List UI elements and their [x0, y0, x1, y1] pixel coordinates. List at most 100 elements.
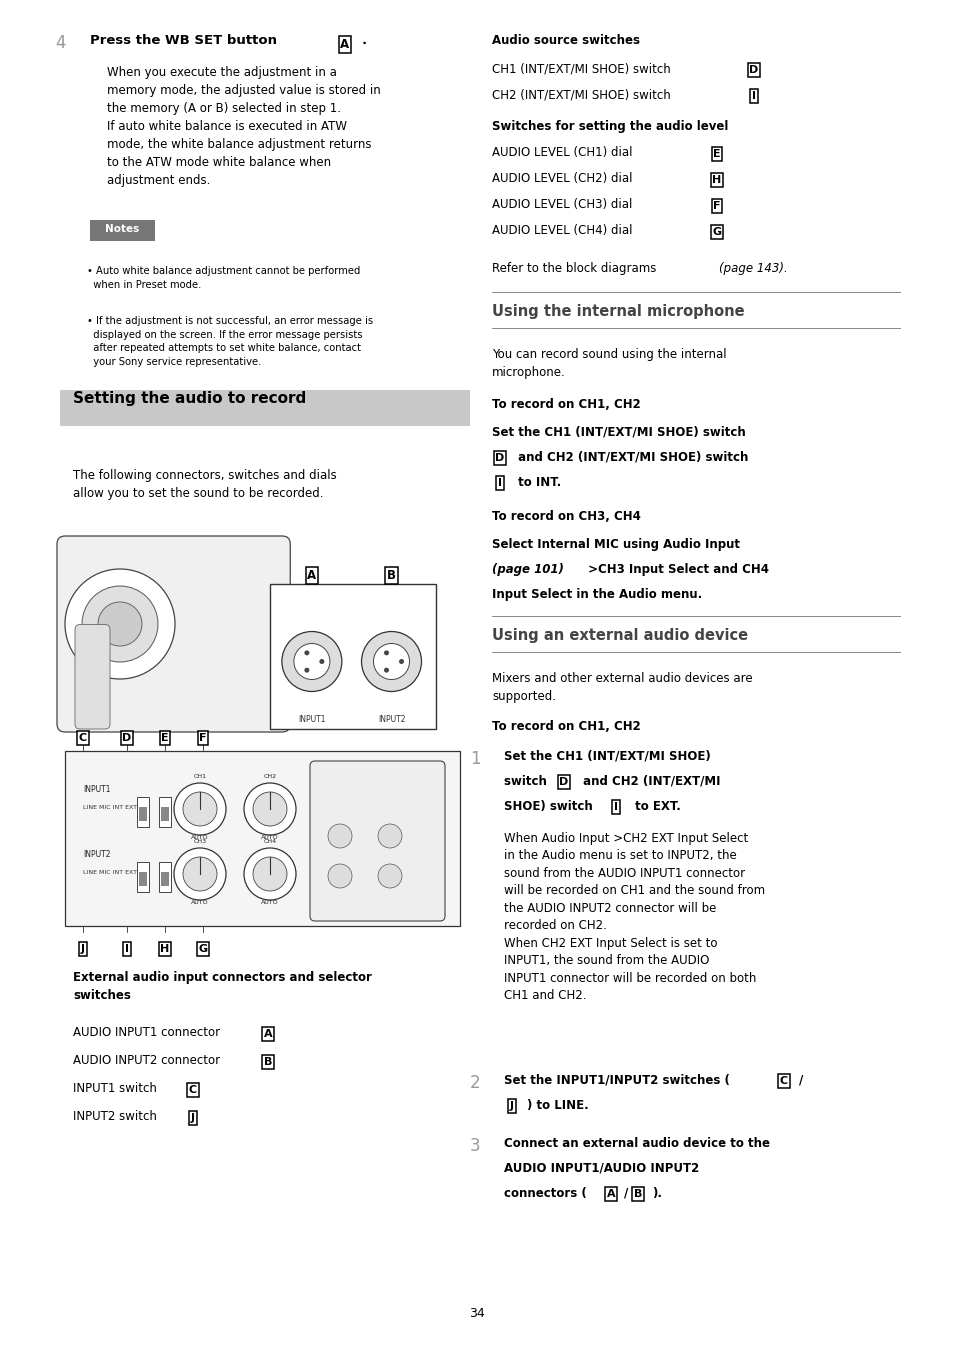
Text: B: B [633, 1188, 641, 1199]
Text: .: . [361, 34, 367, 47]
FancyBboxPatch shape [310, 761, 444, 921]
Text: F: F [199, 733, 207, 744]
Circle shape [384, 668, 389, 673]
Text: (page 143).: (page 143). [719, 262, 787, 274]
Text: AUDIO INPUT2 connector: AUDIO INPUT2 connector [73, 1055, 224, 1067]
Circle shape [253, 857, 287, 891]
Text: Switches for setting the audio level: Switches for setting the audio level [492, 120, 727, 132]
Text: CH4: CH4 [263, 840, 276, 844]
Text: AUTO: AUTO [191, 900, 209, 904]
Text: 4: 4 [55, 34, 66, 51]
Circle shape [244, 848, 295, 900]
Text: I: I [614, 802, 618, 813]
Text: CH1 (INT/EXT/MI SHOE) switch: CH1 (INT/EXT/MI SHOE) switch [492, 62, 670, 74]
Text: AUDIO INPUT1 connector: AUDIO INPUT1 connector [73, 1026, 224, 1038]
Bar [159, 863, 171, 892]
Circle shape [281, 631, 341, 691]
Text: 34: 34 [469, 1307, 484, 1320]
Text: I: I [125, 944, 129, 955]
Text: When you execute the adjustment in a
memory mode, the adjusted value is stored i: When you execute the adjustment in a mem… [107, 66, 380, 187]
Circle shape [294, 644, 330, 680]
Text: AUDIO INPUT1/AUDIO INPUT2: AUDIO INPUT1/AUDIO INPUT2 [503, 1161, 699, 1175]
Text: I: I [497, 479, 501, 488]
Text: Setting the audio to record: Setting the audio to record [73, 391, 306, 406]
Circle shape [253, 792, 287, 826]
Text: AUDIO LEVEL (CH2) dial: AUDIO LEVEL (CH2) dial [492, 172, 632, 185]
Text: AUDIO LEVEL (CH3) dial: AUDIO LEVEL (CH3) dial [492, 197, 632, 211]
Text: E: E [713, 149, 720, 160]
Circle shape [374, 644, 409, 680]
Text: Refer to the block diagrams: Refer to the block diagrams [492, 262, 659, 274]
Text: CH2 (INT/EXT/MI SHOE) switch: CH2 (INT/EXT/MI SHOE) switch [492, 88, 670, 101]
Text: Using the internal microphone: Using the internal microphone [492, 304, 744, 319]
Circle shape [319, 658, 324, 664]
Bar [139, 872, 147, 886]
Text: Notes: Notes [105, 224, 139, 234]
Text: A: A [263, 1029, 272, 1038]
Text: D: D [749, 65, 758, 74]
Text: >CH3 Input Select and CH4: >CH3 Input Select and CH4 [583, 562, 768, 576]
Text: • Auto white balance adjustment cannot be performed
  when in Preset mode.: • Auto white balance adjustment cannot b… [87, 266, 360, 289]
Bar [139, 807, 147, 821]
Bar [65, 750, 459, 926]
Text: To record on CH1, CH2: To record on CH1, CH2 [492, 397, 640, 411]
Text: 2: 2 [470, 1073, 480, 1092]
Text: ) to LINE.: ) to LINE. [526, 1099, 588, 1111]
Text: A: A [606, 1188, 615, 1199]
Text: AUTO: AUTO [261, 836, 278, 840]
Text: C: C [780, 1076, 787, 1086]
Text: Input Select in the Audio menu.: Input Select in the Audio menu. [492, 588, 701, 602]
Bar [270, 584, 436, 729]
Circle shape [328, 823, 352, 848]
Circle shape [98, 602, 142, 646]
Text: (page 101): (page 101) [492, 562, 563, 576]
Bar [90, 219, 154, 241]
Text: G: G [712, 227, 720, 237]
Text: To record on CH1, CH2: To record on CH1, CH2 [492, 721, 640, 733]
Text: When Audio Input >CH2 EXT Input Select
in the Audio menu is set to INPUT2, the
s: When Audio Input >CH2 EXT Input Select i… [503, 831, 764, 1002]
Text: CH2: CH2 [263, 773, 276, 779]
Text: /: / [623, 1187, 628, 1201]
Text: E: E [161, 733, 169, 744]
Circle shape [304, 650, 309, 656]
Circle shape [304, 668, 309, 673]
Text: AUTO: AUTO [261, 900, 278, 904]
Text: To record on CH3, CH4: To record on CH3, CH4 [492, 510, 640, 523]
Text: H: H [712, 174, 720, 185]
Text: A: A [307, 569, 316, 581]
Text: INPUT1 switch: INPUT1 switch [73, 1082, 160, 1095]
Text: CH3: CH3 [193, 840, 207, 844]
Text: D: D [122, 733, 132, 744]
Bar [161, 807, 169, 821]
Text: • If the adjustment is not successful, an error message is
  displayed on the sc: • If the adjustment is not successful, a… [87, 316, 373, 366]
Bar [60, 389, 470, 426]
Circle shape [173, 848, 226, 900]
Circle shape [183, 857, 216, 891]
Text: Using an external audio device: Using an external audio device [492, 627, 747, 644]
Bar [137, 863, 149, 892]
Text: AUDIO LEVEL (CH1) dial: AUDIO LEVEL (CH1) dial [492, 146, 632, 160]
Circle shape [384, 650, 389, 656]
Text: F: F [713, 201, 720, 211]
Circle shape [328, 864, 352, 888]
Text: and CH2 (INT/EXT/MI: and CH2 (INT/EXT/MI [578, 775, 720, 788]
Text: AUDIO LEVEL (CH4) dial: AUDIO LEVEL (CH4) dial [492, 224, 632, 237]
Text: /: / [799, 1073, 802, 1087]
Text: INPUT2: INPUT2 [377, 715, 405, 725]
Circle shape [244, 783, 295, 836]
Text: and CH2 (INT/EXT/MI SHOE) switch: and CH2 (INT/EXT/MI SHOE) switch [514, 452, 747, 464]
Text: External audio input connectors and selector
switches: External audio input connectors and sele… [73, 971, 372, 1002]
Text: ).: ). [651, 1187, 661, 1201]
Text: Audio source switches: Audio source switches [492, 34, 639, 47]
Circle shape [398, 658, 403, 664]
Bar [137, 796, 149, 827]
Text: D: D [558, 777, 568, 787]
Text: B: B [387, 569, 395, 581]
Text: Set the INPUT1/INPUT2 switches (: Set the INPUT1/INPUT2 switches ( [503, 1073, 729, 1087]
Bar [159, 796, 171, 827]
Text: to INT.: to INT. [514, 476, 560, 489]
Circle shape [65, 569, 174, 679]
Text: A: A [340, 38, 349, 51]
Text: Set the CH1 (INT/EXT/MI SHOE): Set the CH1 (INT/EXT/MI SHOE) [503, 750, 710, 763]
Text: C: C [189, 1086, 197, 1095]
